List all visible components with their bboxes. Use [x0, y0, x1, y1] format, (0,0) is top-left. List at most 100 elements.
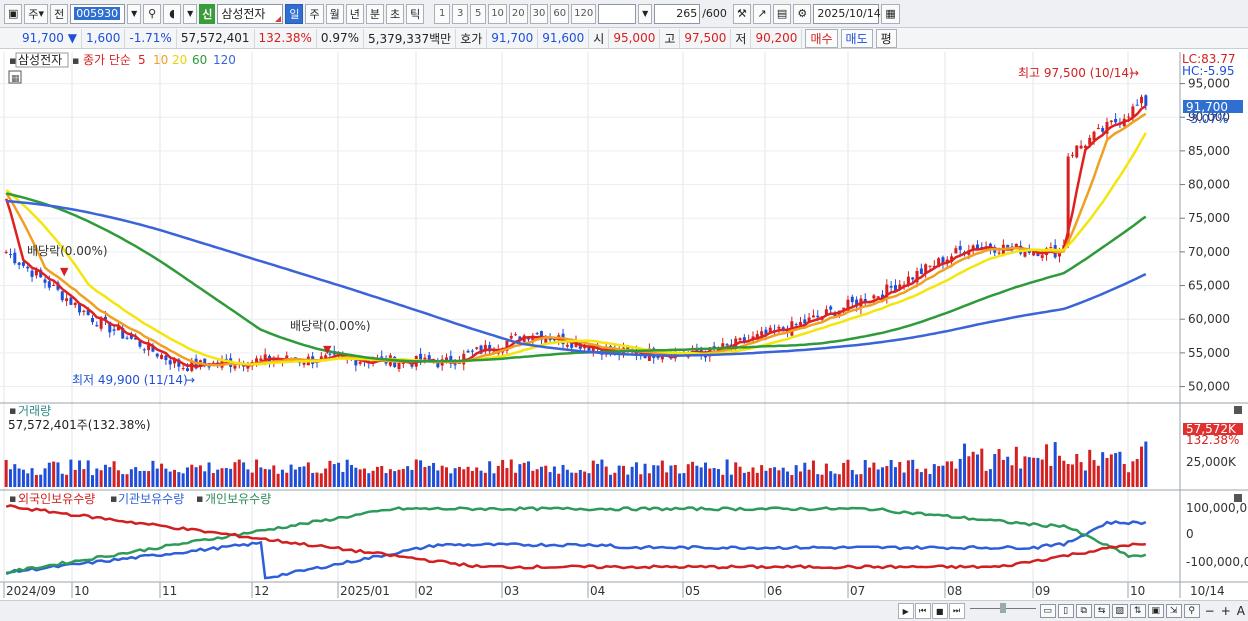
- buy-button[interactable]: 매수: [805, 28, 838, 48]
- prev-button[interactable]: 전: [50, 3, 69, 24]
- zoom-slider[interactable]: [969, 603, 1036, 614]
- chart-svg[interactable]: 95,000 90,000 85,000 80,000 75,000 70,000 65,0…: [0, 50, 1248, 600]
- volume-bar: [164, 468, 168, 487]
- candle-body: [185, 368, 189, 371]
- stock-code-input[interactable]: 005930: [70, 3, 126, 24]
- volume-bar: [160, 463, 164, 487]
- interval-custom-input[interactable]: [598, 3, 637, 24]
- legend-dot-icon: ▪: [72, 54, 79, 67]
- split-icon[interactable]: ▯: [1057, 604, 1074, 618]
- volume-bar: [1127, 472, 1131, 487]
- save-icon[interactable]: ▤: [772, 3, 792, 24]
- price-info-bar: 91,700 ▼ 1,600 -1.71% 57,572,401 132.38%…: [0, 28, 1248, 49]
- period-month-button[interactable]: 월: [325, 3, 344, 24]
- interval-60-button[interactable]: 60: [550, 3, 570, 24]
- candle-body: [39, 269, 43, 278]
- last-icon[interactable]: ⏭: [948, 603, 965, 619]
- x-tick-label: 08: [947, 584, 962, 598]
- candle-body: [203, 358, 207, 365]
- period-week-button[interactable]: 주: [305, 3, 324, 24]
- volume-bar: [393, 471, 397, 487]
- link-icon[interactable]: ⇆: [1093, 604, 1110, 618]
- market-type-select[interactable]: 주 ▾: [24, 3, 49, 24]
- search-icon[interactable]: ⚲: [143, 3, 162, 24]
- volume-bar: [1075, 454, 1079, 487]
- period-year-button[interactable]: 년: [345, 3, 364, 24]
- screenshot-icon[interactable]: ▣: [1147, 604, 1164, 618]
- copy-icon[interactable]: ⧉: [1075, 604, 1092, 618]
- candle-body: [876, 296, 880, 298]
- volume-bar: [436, 470, 440, 487]
- volume-bar: [453, 468, 457, 487]
- period-day-button[interactable]: 일: [285, 3, 304, 24]
- sell-button[interactable]: 매도: [840, 28, 873, 48]
- volume-bar: [937, 466, 941, 487]
- period-second-button[interactable]: 초: [385, 3, 405, 24]
- candle-body: [872, 295, 876, 299]
- bar-count-field[interactable]: 265: [654, 3, 701, 24]
- window-icon[interactable]: ▣: [4, 3, 23, 24]
- bar-count-max: /600: [702, 7, 727, 20]
- candle-body: [544, 337, 548, 343]
- volume-bar: [1144, 441, 1148, 487]
- period-tick-button[interactable]: 틱: [406, 3, 425, 24]
- chart-tools-icon[interactable]: ⚒: [732, 3, 751, 24]
- gear-icon[interactable]: ⚙: [793, 3, 812, 24]
- compare-icon[interactable]: ⇅: [1129, 604, 1146, 618]
- image-icon[interactable]: ▨: [1111, 604, 1128, 618]
- x-last-label: 10/14: [1190, 584, 1225, 598]
- zoom-out-icon[interactable]: −: [1204, 604, 1215, 618]
- candle-body: [138, 341, 142, 347]
- stop-icon[interactable]: ■: [931, 603, 948, 619]
- volume-bar: [255, 459, 259, 487]
- volume-bar: [1032, 457, 1036, 487]
- interval-120-button[interactable]: 120: [571, 3, 597, 24]
- candle-body: [505, 340, 509, 351]
- history-dropdown-icon[interactable]: ▼: [183, 3, 198, 24]
- volume-bar: [121, 474, 125, 487]
- code-dropdown-icon[interactable]: ▼: [127, 3, 142, 24]
- interval-dropdown-icon[interactable]: ▼: [638, 3, 653, 24]
- scroll-right-icon[interactable]: ▶: [897, 603, 914, 619]
- candle-body: [142, 349, 146, 351]
- calendar-icon[interactable]: ▦: [881, 3, 900, 24]
- legend-box-icon: ▪: [9, 54, 16, 67]
- interval-1-button[interactable]: 1: [434, 3, 451, 24]
- candle-body: [21, 262, 25, 266]
- candle-body: [475, 347, 479, 349]
- font-size-icon[interactable]: A: [1236, 604, 1245, 618]
- interval-3-button[interactable]: 3: [452, 3, 469, 24]
- first-icon[interactable]: ⏮: [914, 603, 931, 619]
- volume-bar: [609, 474, 613, 487]
- volume-bar: [475, 467, 479, 487]
- candle-body: [488, 345, 492, 352]
- candle-body: [259, 358, 263, 361]
- volume-bar: [147, 471, 151, 487]
- draw-line-icon[interactable]: ↗: [752, 3, 771, 24]
- volume-bar: [388, 469, 392, 487]
- interval-10-button[interactable]: 10: [488, 3, 507, 24]
- date-field[interactable]: 2025/10/14: [813, 3, 881, 24]
- magnify-icon[interactable]: ⚲: [1183, 604, 1200, 618]
- volume-bar: [522, 462, 526, 487]
- eval-button[interactable]: 평: [875, 28, 897, 48]
- speaker-icon[interactable]: ◖: [163, 3, 182, 24]
- candle-body: [410, 364, 414, 367]
- candle-body: [380, 356, 384, 358]
- volume-legend-icon: ▪: [9, 404, 16, 417]
- candle-body: [52, 284, 56, 286]
- period-minute-button[interactable]: 분: [365, 3, 384, 24]
- interval-20-button[interactable]: 20: [508, 3, 528, 24]
- zoom-in-icon[interactable]: +: [1220, 604, 1231, 618]
- volume-bar: [250, 472, 254, 487]
- stock-name-field[interactable]: 삼성전자: [217, 3, 284, 24]
- volume-bar: [246, 469, 250, 487]
- candle-body: [742, 337, 746, 343]
- interval-30-button[interactable]: 30: [529, 3, 549, 24]
- legend-ma60: 60: [192, 53, 207, 67]
- export-icon[interactable]: ⇲: [1165, 604, 1182, 618]
- interval-5-button[interactable]: 5: [470, 3, 487, 24]
- volume-bar: [984, 470, 988, 487]
- layout-icon[interactable]: ▭: [1039, 604, 1056, 618]
- chart-area[interactable]: 95,000 90,000 85,000 80,000 75,000 70,000 65,0…: [0, 50, 1248, 600]
